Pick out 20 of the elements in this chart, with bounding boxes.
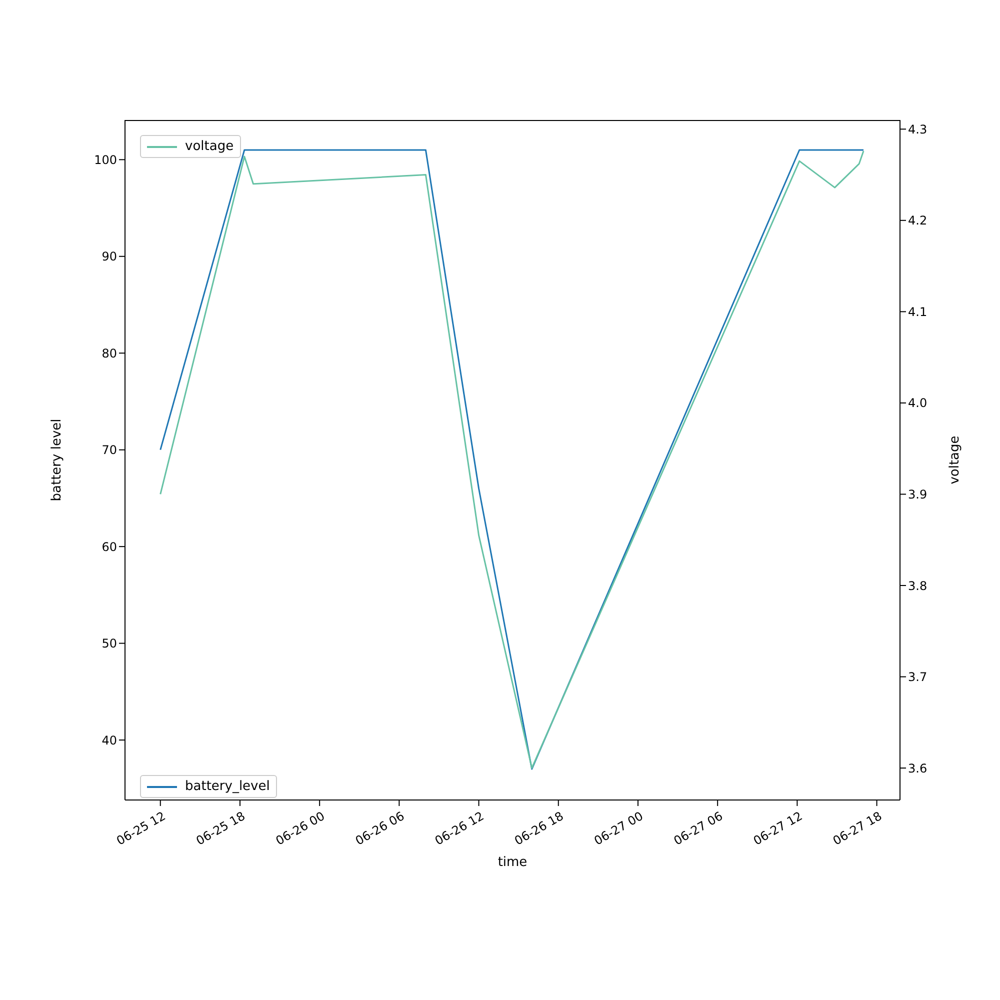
y2-tick-label: 3.6 bbox=[908, 761, 928, 776]
y-tick-label: 60 bbox=[102, 540, 117, 554]
y-tick-label: 80 bbox=[102, 346, 117, 360]
y2-axis-title: voltage bbox=[948, 436, 963, 484]
y-tick-label: 90 bbox=[102, 250, 117, 264]
y2-tick-label: 3.9 bbox=[908, 487, 928, 502]
y2-tick-label: 3.8 bbox=[908, 578, 928, 593]
y-tick-label: 50 bbox=[102, 636, 117, 651]
y2-tick-label: 4.2 bbox=[908, 214, 928, 228]
y2-tick-label: 3.7 bbox=[908, 670, 928, 684]
y-tick-label: 40 bbox=[102, 733, 117, 748]
x-axis-title: time bbox=[498, 855, 528, 870]
legend-label: voltage bbox=[185, 139, 234, 154]
y-axis-title: battery level bbox=[50, 418, 65, 502]
y2-tick-label: 4.1 bbox=[908, 304, 928, 319]
y-tick-label: 100 bbox=[94, 152, 117, 167]
y2-tick-label: 4.3 bbox=[908, 122, 928, 136]
y-tick-label: 70 bbox=[102, 443, 117, 458]
y2-tick-label: 4.0 bbox=[908, 396, 928, 410]
legend-label: battery_level bbox=[185, 779, 270, 794]
